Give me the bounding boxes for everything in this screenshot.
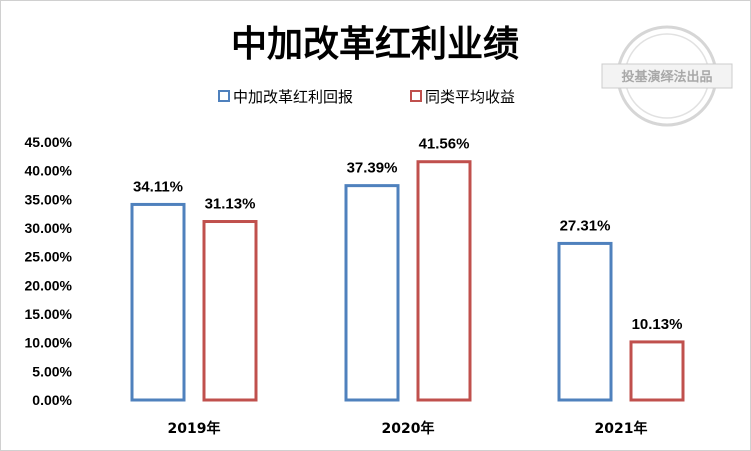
bar-series-1-3 bbox=[557, 241, 613, 402]
bar-series-1-1 bbox=[130, 202, 186, 402]
legend-swatch-series-2 bbox=[410, 90, 422, 102]
data-label: 27.31% bbox=[560, 217, 611, 234]
data-label: 34.11% bbox=[133, 178, 183, 195]
y-tick-label: 25.00% bbox=[25, 249, 73, 265]
y-tick-label: 30.00% bbox=[25, 220, 73, 236]
y-tick-label: 0.00% bbox=[32, 392, 72, 408]
data-label: 10.13% bbox=[632, 316, 683, 333]
legend-swatch-series-1 bbox=[218, 90, 230, 102]
x-tick-label: 2019年 bbox=[168, 420, 221, 437]
legend-label-series-2: 同类平均收益 bbox=[425, 88, 515, 106]
y-tick-label: 20.00% bbox=[25, 277, 73, 293]
legend-label-series-1: 中加改革红利回报 bbox=[233, 88, 353, 106]
data-label: 41.56% bbox=[419, 136, 470, 153]
x-tick-label: 2020年 bbox=[382, 420, 435, 437]
y-tick-label: 40.00% bbox=[25, 163, 73, 179]
bar-series-1-2 bbox=[344, 184, 400, 402]
legend: 中加改革红利回报 同类平均收益 bbox=[218, 88, 515, 106]
y-tick-label: 15.00% bbox=[25, 306, 73, 322]
y-tick-label: 45.00% bbox=[25, 134, 73, 150]
x-axis: 2019年 2020年 2021年 bbox=[168, 420, 648, 437]
chart-title: 中加改革红利业绩 bbox=[231, 24, 519, 65]
y-tick-label: 5.00% bbox=[32, 363, 72, 379]
y-axis: 0.00% 5.00% 10.00% 15.00% 20.00% 25.00% 30.00%… bbox=[25, 134, 73, 408]
bar-series-2-2 bbox=[416, 160, 472, 402]
bar-series-2-3 bbox=[629, 340, 685, 402]
data-label: 37.39% bbox=[347, 160, 398, 177]
watermark-seal: 投基演绎法出品 bbox=[601, 25, 733, 127]
plot-area: 34.11% 37.39% 27.31% 31.13% 41.56% 10.13% bbox=[130, 136, 685, 402]
watermark-text: 投基演绎法出品 bbox=[621, 69, 712, 85]
y-tick-label: 10.00% bbox=[25, 335, 73, 351]
y-tick-label: 35.00% bbox=[25, 191, 73, 207]
data-label: 31.13% bbox=[205, 196, 256, 213]
bar-series-2-1 bbox=[202, 220, 258, 402]
x-tick-label: 2021年 bbox=[595, 420, 648, 437]
